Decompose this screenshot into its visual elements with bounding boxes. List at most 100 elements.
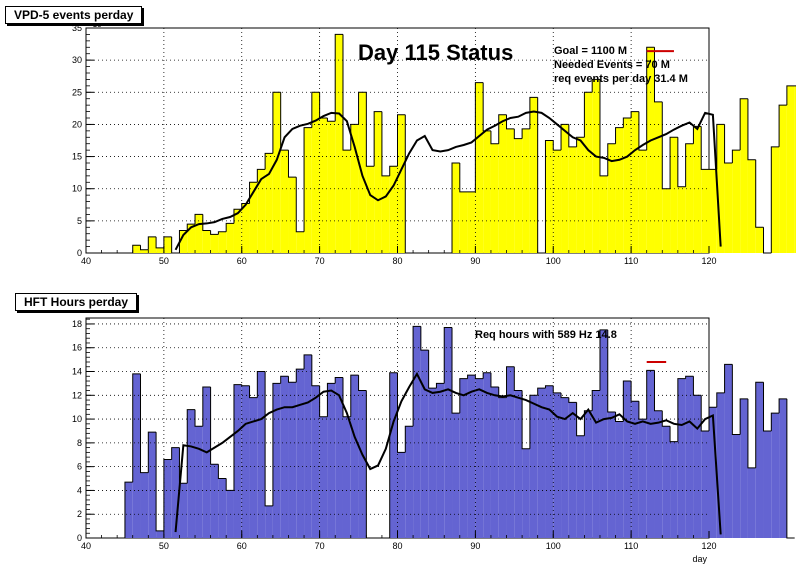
bar [709, 407, 717, 538]
bar [218, 231, 227, 253]
bar [171, 447, 180, 538]
bar [296, 369, 305, 538]
bar [233, 384, 242, 538]
bar [599, 175, 608, 253]
y-tick-label: 5 [77, 216, 82, 226]
bar [397, 114, 406, 254]
bar [607, 143, 616, 253]
bar [288, 177, 297, 253]
bar [561, 397, 569, 538]
bar [179, 230, 188, 253]
x-tick-label: 50 [159, 541, 169, 551]
bar [514, 138, 523, 253]
bar [420, 350, 429, 538]
bar [140, 472, 149, 538]
bar [794, 85, 796, 253]
bar [350, 375, 359, 538]
x-tick-label: 60 [237, 541, 247, 551]
bar [241, 203, 250, 253]
bar [529, 395, 538, 538]
plot-1 [85, 317, 795, 539]
bar [732, 150, 741, 253]
bar [732, 434, 741, 538]
bar [374, 111, 382, 253]
trend-line [174, 110, 722, 251]
bar [280, 150, 289, 253]
bar [249, 182, 258, 253]
bar [779, 398, 787, 538]
bar [342, 416, 351, 538]
bar [452, 163, 460, 253]
bar [296, 231, 305, 253]
bar [522, 448, 530, 538]
bar [522, 128, 530, 253]
bar [444, 327, 453, 538]
bar [670, 137, 678, 253]
bar [693, 126, 702, 253]
bar [755, 382, 764, 538]
exponent-label: ×10⁶ [88, 20, 105, 29]
bar [545, 385, 554, 538]
bar [654, 410, 663, 538]
status-heading: Day 115 Status [358, 40, 513, 65]
bar [646, 370, 655, 538]
bar [693, 395, 702, 538]
bar [335, 34, 343, 253]
bar [195, 214, 203, 253]
bar [280, 376, 289, 538]
x-tick-label: 100 [546, 256, 561, 266]
x-tick-label: 40 [81, 541, 91, 551]
info-line: req events per day 31.4 M [554, 73, 688, 85]
bar [132, 245, 141, 253]
bar [156, 530, 164, 538]
bar [623, 118, 632, 253]
bar [319, 118, 328, 253]
bar [584, 92, 593, 254]
bar [389, 372, 398, 538]
x-tick-label: 40 [81, 256, 91, 266]
bar [179, 483, 188, 538]
y-tick-label: 10 [72, 184, 82, 194]
y-tick-label: 0 [77, 533, 82, 543]
bar [771, 413, 780, 538]
bar [366, 166, 375, 253]
bar [568, 402, 577, 538]
y-tick-label: 20 [72, 119, 82, 129]
bar [140, 249, 149, 253]
bar [716, 392, 725, 538]
x-tick-label: 120 [701, 541, 716, 551]
bar [716, 124, 725, 253]
top-chart-title: VPD-5 events perday [5, 6, 143, 24]
bar [272, 92, 281, 254]
bar [226, 223, 234, 253]
x-tick-label: 70 [315, 256, 325, 266]
bar [124, 482, 133, 538]
bar [148, 236, 157, 253]
bar [592, 390, 600, 538]
bar [740, 398, 748, 538]
bar [233, 209, 242, 253]
bar [475, 378, 484, 538]
bar [553, 150, 562, 253]
y-tick-label: 18 [72, 319, 82, 329]
bar [389, 166, 398, 253]
plot-0 [85, 27, 796, 254]
y-tick-label: 4 [77, 485, 82, 495]
y-tick-label: 10 [72, 414, 82, 424]
bar [327, 383, 336, 538]
bar [132, 373, 141, 538]
bar [685, 376, 694, 538]
bar [428, 388, 437, 538]
bar [452, 413, 460, 538]
y-tick-label: 14 [72, 367, 82, 377]
bar [654, 101, 663, 253]
req-hours-label: Req hours with 589 Hz 14.8 [475, 329, 617, 341]
y-tick-label: 30 [72, 55, 82, 65]
y-tick-label: 6 [77, 462, 82, 472]
bar [779, 105, 787, 254]
bar [763, 430, 772, 538]
bar [506, 366, 515, 538]
bar [304, 354, 312, 538]
bar [210, 464, 219, 538]
